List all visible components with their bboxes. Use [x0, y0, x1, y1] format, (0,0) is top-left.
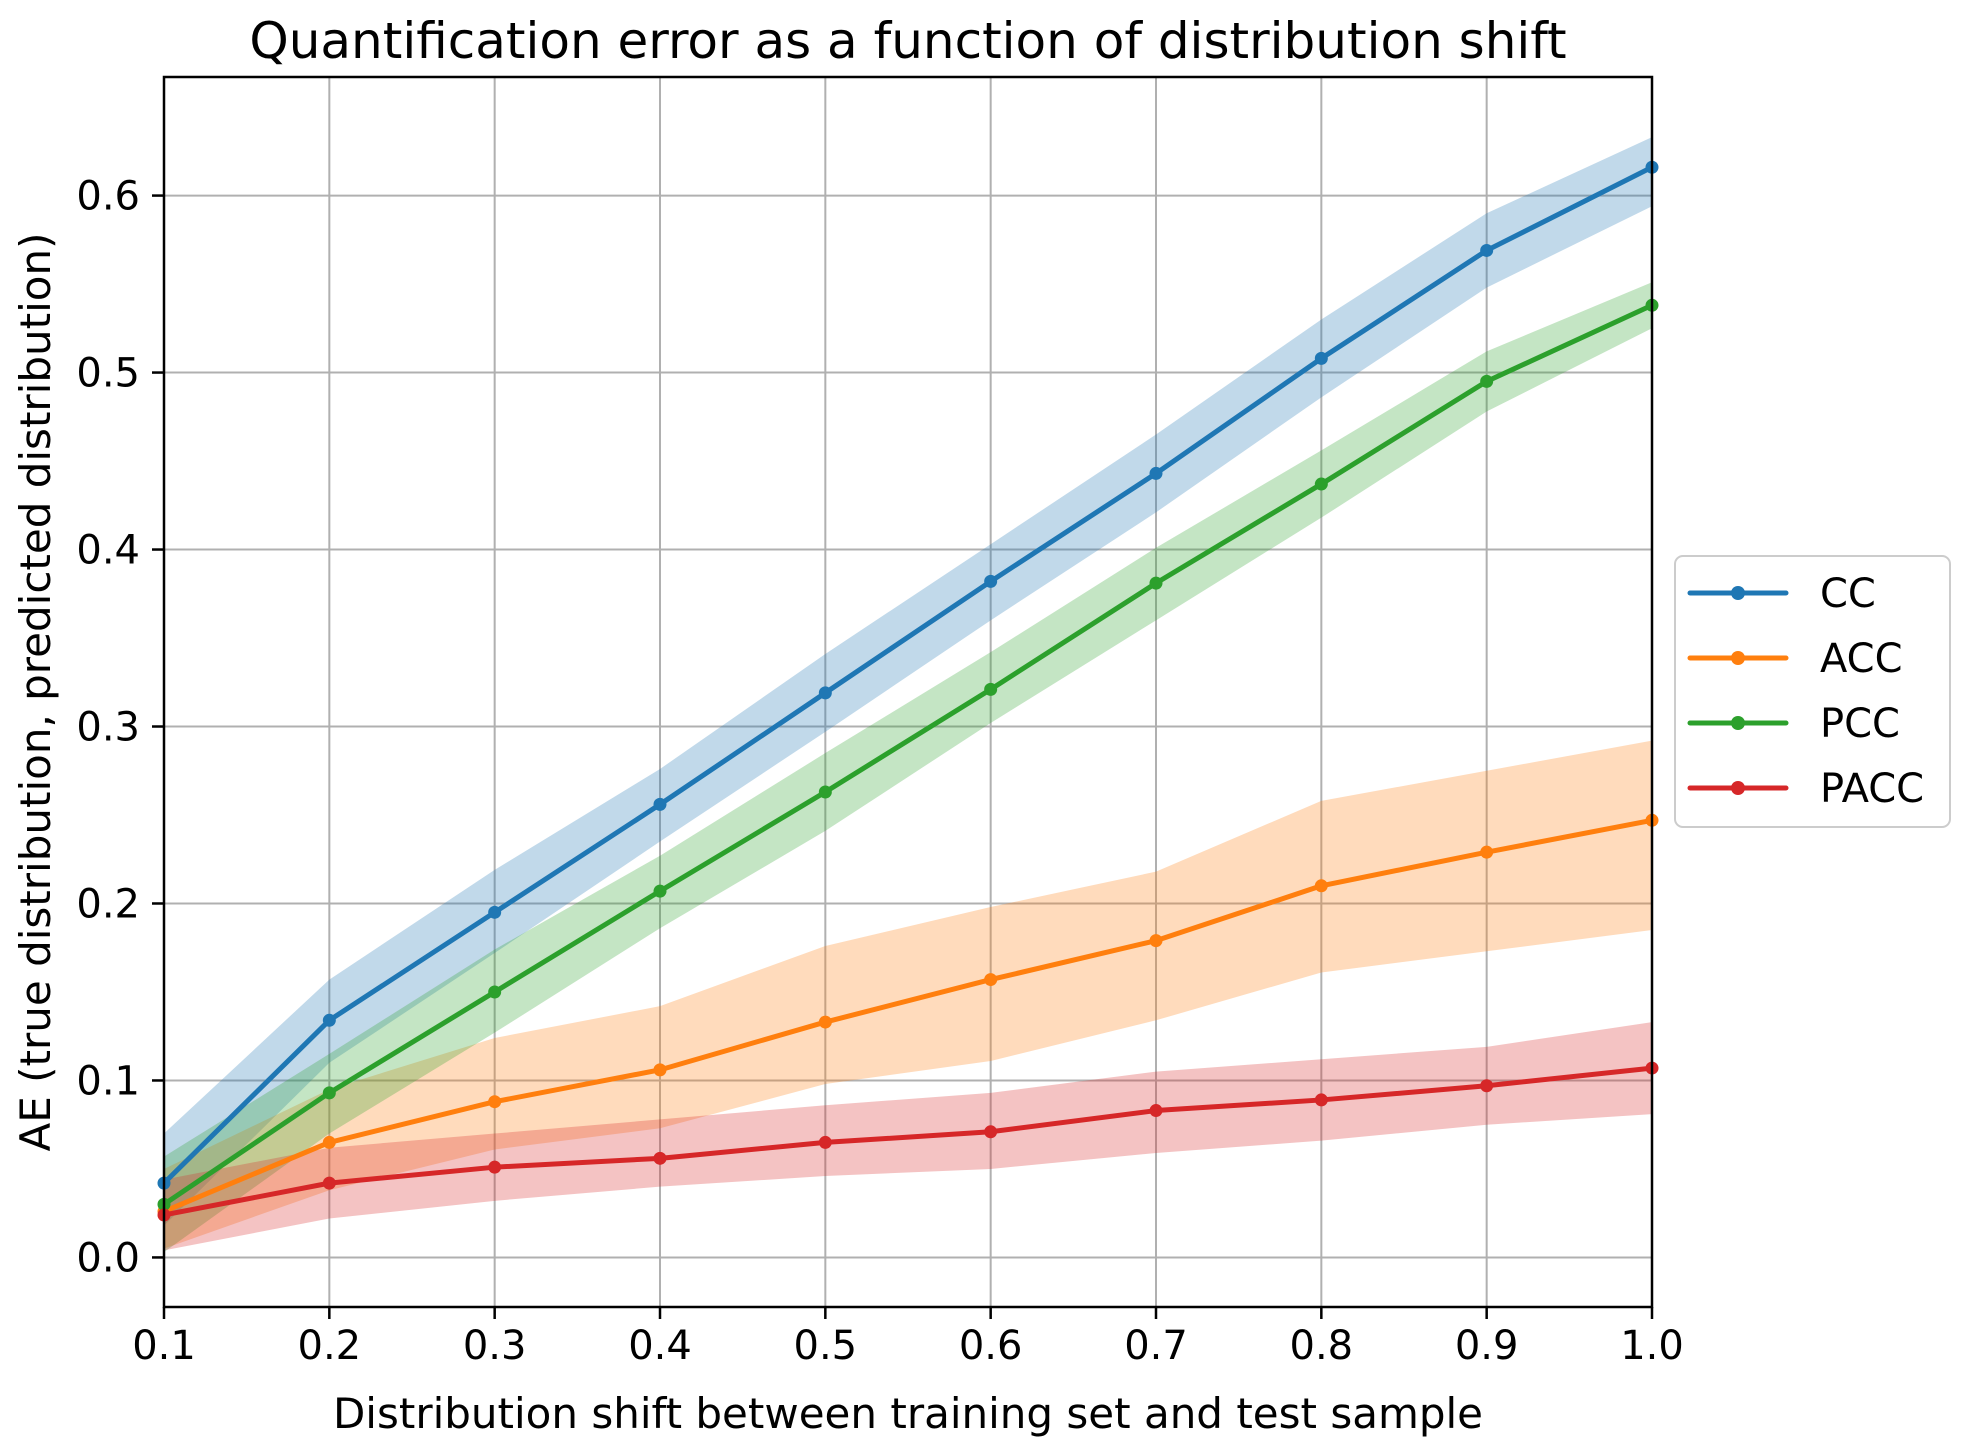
y-axis-label: AE (true distribution, predicted distrib… — [11, 233, 60, 1152]
series-marker-CC — [653, 797, 667, 811]
y-tick-label: 0.6 — [76, 174, 140, 220]
series-marker-PCC — [1480, 374, 1494, 388]
legend-label: PACC — [1820, 766, 1924, 812]
x-axis-label: Distribution shift between training set … — [333, 1389, 1483, 1438]
series-line-CC — [161, 164, 1655, 1186]
x-tick-label: 0.7 — [1124, 1323, 1188, 1369]
legend-box — [1674, 555, 1951, 828]
series-marker-ACC — [818, 1015, 832, 1029]
legend-marker-swatch — [1731, 716, 1745, 730]
series-marker-CC — [1314, 351, 1328, 365]
series-marker-PACC — [322, 1176, 336, 1190]
legend-item-CC: CC — [1687, 571, 1876, 617]
x-tick-label: 0.6 — [959, 1323, 1023, 1369]
legend-marker-swatch — [1731, 781, 1745, 795]
x-tick-label: 0.5 — [794, 1323, 858, 1369]
series-marker-PCC — [818, 785, 832, 799]
series-marker-CC — [984, 574, 998, 588]
plot-border — [162, 75, 1654, 1309]
series-marker-PCC — [322, 1086, 336, 1100]
series-marker-PCC — [1314, 477, 1328, 491]
series-marker-PACC — [1314, 1093, 1328, 1107]
series-marker-PCC — [984, 682, 998, 696]
series-marker-ACC — [322, 1135, 336, 1149]
series-band-PCC — [164, 282, 1652, 1253]
series-line-PACC — [161, 1065, 1655, 1218]
series-marker-CC — [818, 686, 832, 700]
series-band-CC — [164, 137, 1652, 1226]
series-marker-CC — [1149, 466, 1163, 480]
legend-label: CC — [1820, 571, 1876, 617]
series-marker-PACC — [653, 1151, 667, 1165]
series-marker-PCC — [653, 884, 667, 898]
series-marker-PACC — [488, 1160, 502, 1174]
series-marker-ACC — [1480, 845, 1494, 859]
series-marker-PACC — [1480, 1079, 1494, 1093]
chart-title: Quantification error as a function of di… — [249, 12, 1566, 70]
legend-label: PCC — [1820, 701, 1900, 747]
series-band-ACC — [164, 740, 1652, 1249]
series-marker-PCC — [1149, 576, 1163, 590]
x-tick-label: 0.4 — [628, 1323, 692, 1369]
series-marker-ACC — [488, 1095, 502, 1109]
series-marker-PACC — [1149, 1104, 1163, 1118]
x-tick-label: 0.1 — [132, 1323, 196, 1369]
series-marker-CC — [322, 1013, 336, 1027]
x-tick-label: 0.2 — [298, 1323, 362, 1369]
series-marker-ACC — [1314, 879, 1328, 893]
legend-item-PACC: PACC — [1687, 766, 1924, 812]
y-tick-label: 0.1 — [76, 1058, 140, 1104]
series-line-ACC — [161, 817, 1655, 1214]
series-line-PCC — [161, 302, 1655, 1207]
legend-label: ACC — [1820, 636, 1903, 682]
series-marker-PACC — [818, 1135, 832, 1149]
x-tick-label: 0.8 — [1290, 1323, 1354, 1369]
series-marker-ACC — [653, 1063, 667, 1077]
y-tick-label: 0.0 — [76, 1235, 140, 1281]
series-marker-ACC — [1149, 934, 1163, 948]
y-tick-label: 0.2 — [76, 881, 140, 927]
series-marker-PCC — [488, 985, 502, 999]
y-tick-label: 0.3 — [76, 705, 140, 751]
series-marker-CC — [488, 905, 502, 919]
x-tick-label: 0.3 — [463, 1323, 527, 1369]
legend-marker-swatch — [1731, 651, 1745, 665]
y-tick-label: 0.5 — [76, 351, 140, 397]
legend-marker-swatch — [1731, 586, 1745, 600]
y-tick-label: 0.4 — [76, 528, 140, 574]
series-marker-CC — [1480, 243, 1494, 257]
series-marker-PACC — [984, 1125, 998, 1139]
x-tick-label: 1.0 — [1620, 1323, 1684, 1369]
x-tick-label: 0.9 — [1455, 1323, 1519, 1369]
legend-item-PCC: PCC — [1687, 701, 1900, 747]
legend-item-ACC: ACC — [1687, 636, 1903, 682]
series-marker-ACC — [984, 973, 998, 987]
